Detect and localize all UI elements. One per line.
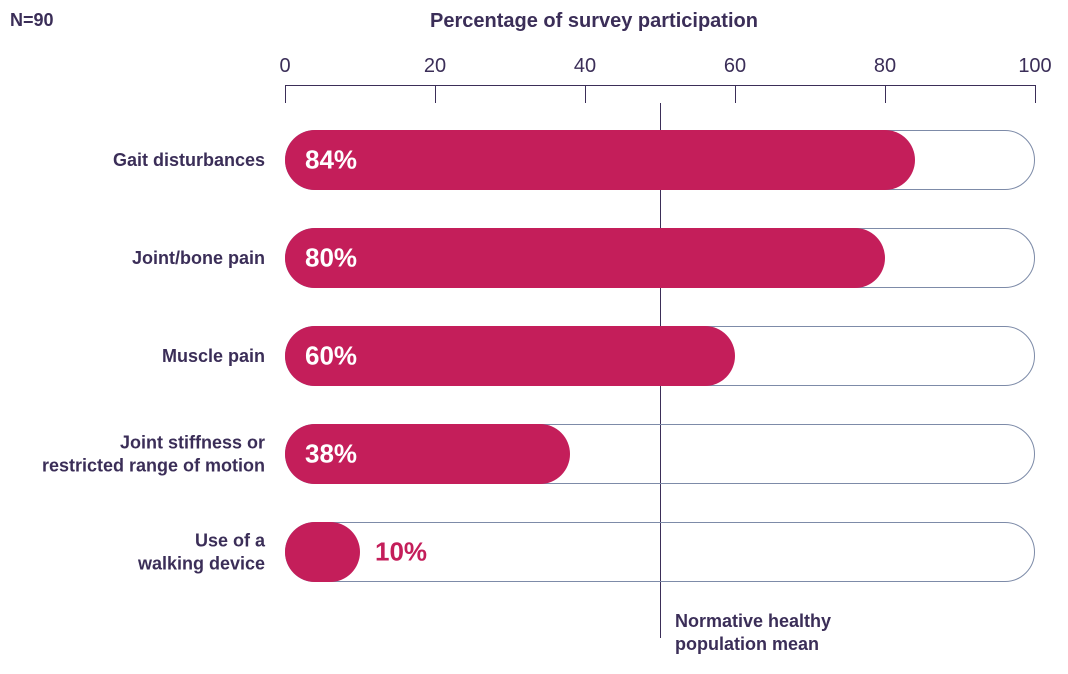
axis-tick-mark — [1035, 85, 1036, 103]
axis-tick-mark — [885, 85, 886, 103]
bar-label: Joint stiffness orrestricted range of mo… — [10, 432, 285, 477]
axis-tick-label: 100 — [1018, 55, 1051, 78]
bar-fill — [285, 228, 885, 288]
axis-tick-label: 80 — [874, 55, 896, 78]
axis-tick-label: 20 — [424, 55, 446, 78]
axis-tick-mark — [585, 85, 586, 103]
bar-row: Gait disturbances84% — [285, 130, 1035, 190]
bar-value: 38% — [305, 439, 357, 470]
bar-value: 10% — [375, 537, 427, 568]
bar-label: Use of awalking device — [10, 530, 285, 575]
x-axis-ticks: 020406080100 — [285, 55, 1035, 105]
bar-fill — [285, 130, 915, 190]
bar-value: 60% — [305, 341, 357, 372]
bar-fill — [285, 522, 360, 582]
axis-tick-label: 60 — [724, 55, 746, 78]
bar-row: Joint/bone pain80% — [285, 228, 1035, 288]
axis-tick-mark — [285, 85, 286, 103]
bar-row: Use of awalking device10% — [285, 522, 1035, 582]
axis-tick-mark — [735, 85, 736, 103]
bar-row: Joint stiffness orrestricted range of mo… — [285, 424, 1035, 484]
axis-tick-mark — [435, 85, 436, 103]
survey-bar-chart: N=90 Percentage of survey participation … — [0, 0, 1068, 674]
bars-group: Gait disturbances84% Joint/bone pain80% Mu… — [285, 130, 1035, 620]
bar-label: Muscle pain — [10, 345, 285, 368]
axis-tick-label: 0 — [279, 55, 290, 78]
bar-row: Muscle pain60% — [285, 326, 1035, 386]
bar-label: Joint/bone pain — [10, 247, 285, 270]
bar-value: 80% — [305, 243, 357, 274]
reference-label: Normative healthypopulation mean — [675, 610, 831, 657]
axis-tick-label: 40 — [574, 55, 596, 78]
bar-value: 84% — [305, 145, 357, 176]
chart-title: Percentage of survey participation — [0, 10, 1068, 33]
plot-area: 020406080100 Gait disturbances84%Joint/b… — [285, 55, 1035, 615]
bar-label: Gait disturbances — [10, 149, 285, 172]
